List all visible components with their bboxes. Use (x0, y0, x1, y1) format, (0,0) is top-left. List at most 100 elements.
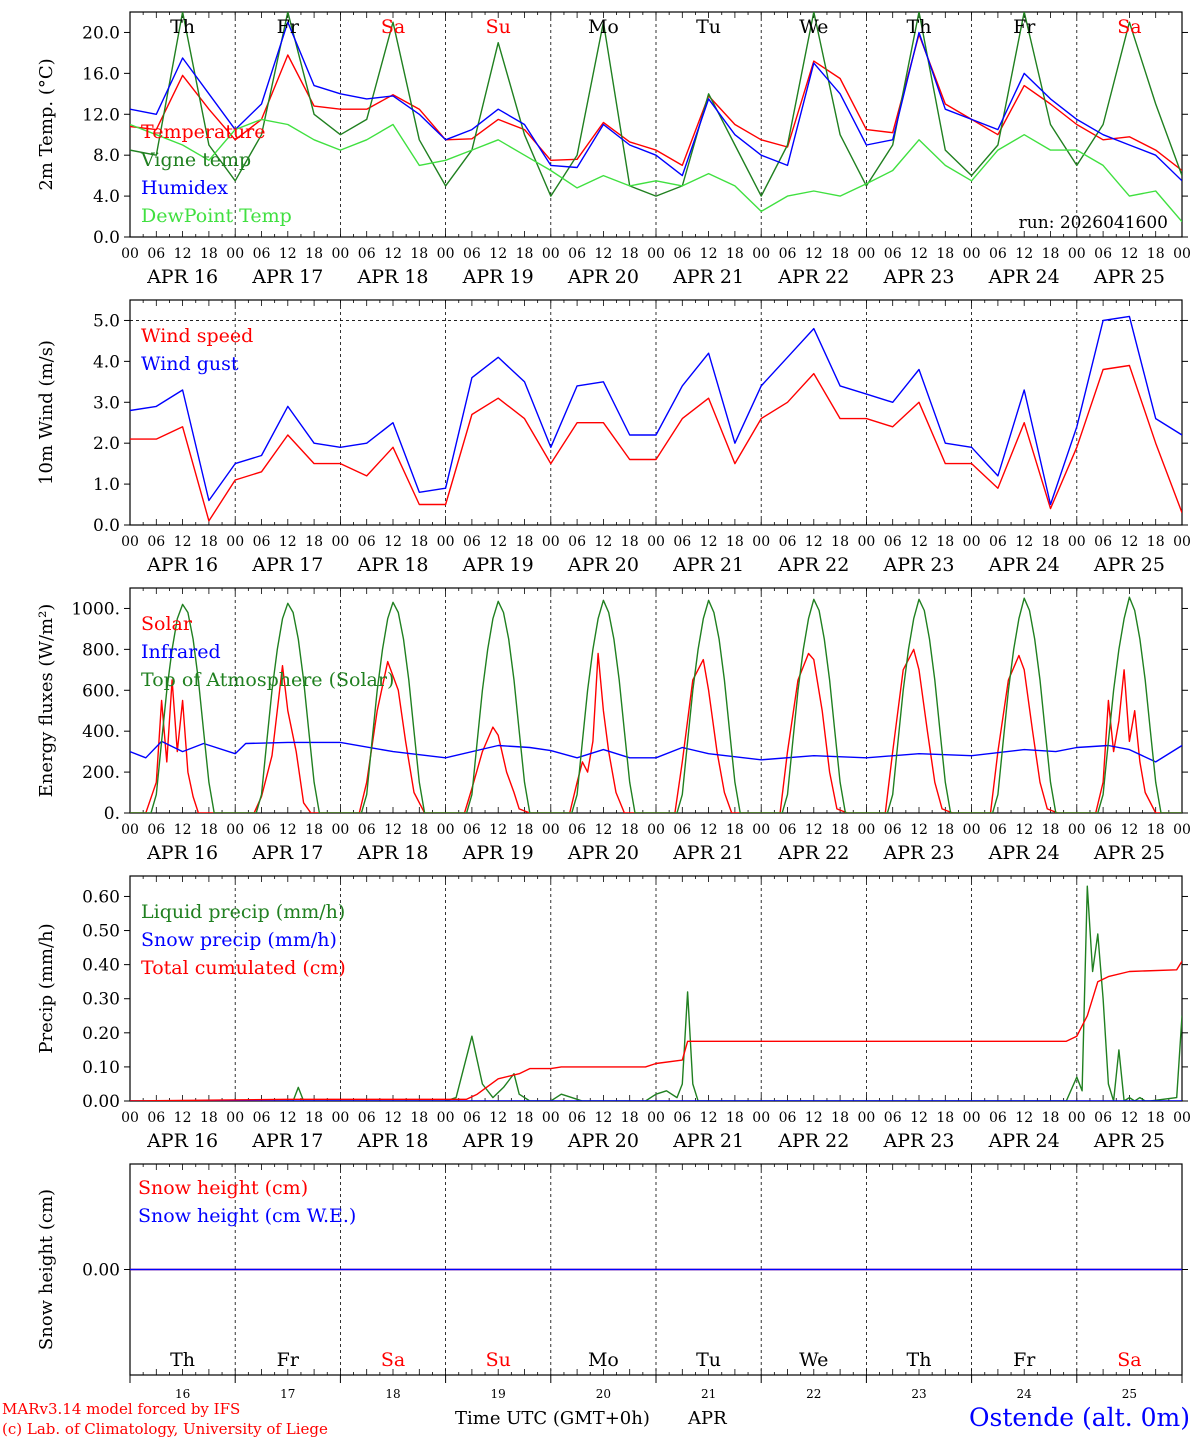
day-label: APR 17 (251, 1130, 323, 1152)
hour-tick-label: 00 (647, 246, 665, 262)
y-axis-label: 10m Wind (m/s) (36, 340, 57, 485)
day-label: APR 19 (462, 554, 534, 576)
day-label: APR 21 (672, 554, 744, 576)
series-line-liquid-precip-mm-h- (130, 885, 1182, 1101)
series-line-temperature (130, 33, 1182, 172)
hour-tick-label: 12 (489, 1110, 507, 1126)
hour-tick-label: 00 (1173, 822, 1191, 838)
hour-tick-label: 12 (384, 534, 402, 550)
hour-tick-label: 00 (437, 534, 455, 550)
hour-tick-label: 06 (358, 534, 376, 550)
weekday-label-top: Fr (1013, 16, 1036, 38)
hour-tick-label: 00 (647, 534, 665, 550)
hour-tick-label: 18 (200, 534, 218, 550)
day-label: APR 20 (567, 842, 639, 864)
hour-tick-label: 12 (910, 1110, 928, 1126)
weekday-label-top: Tu (696, 16, 721, 38)
day-number-label: 25 (1122, 1387, 1137, 1401)
hour-tick-label: 06 (147, 246, 165, 262)
day-label: APR 17 (251, 266, 323, 288)
hour-tick-label: 00 (1068, 822, 1086, 838)
hour-tick-label: 18 (936, 534, 954, 550)
day-label: APR 24 (988, 1130, 1060, 1152)
hour-tick-label: 00 (647, 1110, 665, 1126)
month-label: APR (687, 1408, 727, 1429)
y-tick-label: 16.0 (82, 64, 120, 84)
series-line-humidex (130, 21, 1182, 182)
hour-tick-label: 18 (410, 246, 428, 262)
hour-tick-label: 06 (779, 534, 797, 550)
hour-tick-label: 18 (726, 534, 744, 550)
weekday-label-bottom: Sa (381, 1349, 405, 1371)
hour-tick-label: 00 (1173, 534, 1191, 550)
day-label: APR 21 (672, 1130, 744, 1152)
day-label: APR 19 (462, 842, 534, 864)
y-tick-label: 1.0 (93, 475, 120, 495)
day-label: APR 22 (777, 554, 849, 576)
y-tick-label: 5.0 (93, 311, 120, 331)
y-axis-label: Precip (mm/h) (36, 923, 57, 1053)
hour-tick-label: 00 (226, 822, 244, 838)
legend-entry: Infrared (141, 641, 221, 663)
weekday-label-bottom: Tu (696, 1349, 721, 1371)
y-tick-label: 0.00 (82, 1261, 120, 1281)
hour-tick-label: 12 (910, 822, 928, 838)
hour-tick-label: 00 (857, 246, 875, 262)
hour-tick-label: 06 (253, 246, 271, 262)
hour-tick-label: 12 (489, 246, 507, 262)
hour-tick-label: 00 (121, 534, 139, 550)
hour-tick-label: 12 (700, 534, 718, 550)
day-label: APR 25 (1093, 1130, 1165, 1152)
hour-tick-label: 12 (700, 246, 718, 262)
hour-tick-label: 18 (1147, 1110, 1165, 1126)
hour-tick-label: 06 (568, 534, 586, 550)
hour-tick-label: 00 (647, 822, 665, 838)
hour-tick-label: 00 (1173, 246, 1191, 262)
weekday-label-bottom: Mo (588, 1349, 619, 1371)
hour-tick-label: 12 (279, 534, 297, 550)
legend-entry: Total cumulated (cm) (141, 957, 346, 979)
weekday-label-bottom: Su (486, 1349, 511, 1371)
hour-tick-label: 18 (516, 246, 534, 262)
day-label: APR 21 (672, 842, 744, 864)
day-number-label: 17 (280, 1387, 295, 1401)
y-tick-label: 800. (82, 640, 120, 660)
hour-tick-label: 18 (1147, 822, 1165, 838)
hour-tick-label: 06 (147, 534, 165, 550)
hour-tick-label: 12 (594, 246, 612, 262)
hour-tick-label: 00 (121, 246, 139, 262)
y-tick-label: 0.40 (82, 956, 120, 976)
hour-tick-label: 00 (121, 1110, 139, 1126)
hour-tick-label: 18 (305, 534, 323, 550)
hour-tick-label: 18 (516, 534, 534, 550)
y-tick-label: 0.30 (82, 990, 120, 1010)
hour-tick-label: 12 (384, 1110, 402, 1126)
hour-tick-label: 18 (410, 534, 428, 550)
weekday-label-top: Sa (1117, 16, 1141, 38)
day-number-label: 20 (596, 1387, 611, 1401)
hour-tick-label: 18 (621, 246, 639, 262)
hour-tick-label: 00 (331, 822, 349, 838)
hour-tick-label: 06 (568, 246, 586, 262)
hour-tick-label: 12 (594, 534, 612, 550)
hour-tick-label: 12 (174, 1110, 192, 1126)
hour-tick-label: 06 (779, 246, 797, 262)
series-line-top-of-atmosphere-solar- (130, 596, 1182, 813)
hour-tick-label: 12 (279, 246, 297, 262)
weekday-label-top: Th (170, 16, 195, 38)
panel-4: 0.00 0.10 0.20 0.30 0.40 0.50 0.60 Precip (mm/h… (36, 875, 1191, 1152)
hour-tick-label: 06 (253, 534, 271, 550)
hour-tick-label: 12 (1120, 246, 1138, 262)
y-tick-label: 4.0 (93, 187, 120, 207)
y-tick-label: 4.0 (93, 352, 120, 372)
y-tick-label: 2.0 (93, 434, 120, 454)
panel-2: 0.0 1.0 2.0 3.0 4.0 5.0 10m Wind (m/s) Wind spe… (36, 299, 1191, 576)
hour-tick-label: 00 (857, 822, 875, 838)
hour-tick-label: 18 (936, 1110, 954, 1126)
series-line-wind-speed (130, 364, 1182, 522)
hour-tick-label: 06 (673, 534, 691, 550)
weekday-label-bottom: Sa (1117, 1349, 1141, 1371)
hour-tick-label: 18 (1042, 534, 1060, 550)
hour-tick-label: 12 (700, 1110, 718, 1126)
